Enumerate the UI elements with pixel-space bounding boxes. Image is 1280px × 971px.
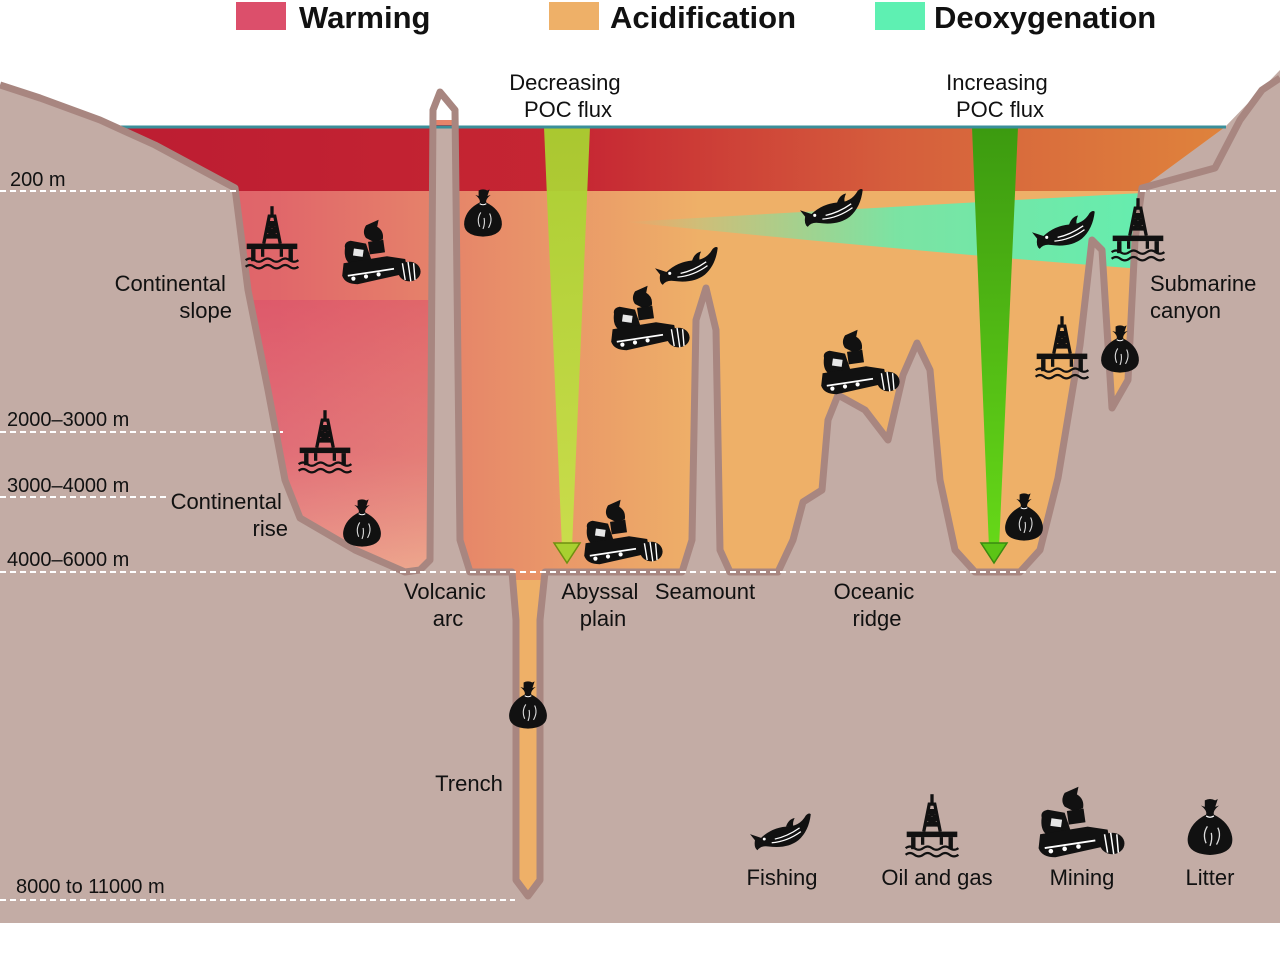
abyssal-plain-label: Abyssal plain — [561, 579, 644, 631]
trench-label: Trench — [435, 771, 503, 796]
decreasing-poc-flux-arrow — [544, 127, 590, 565]
key-label-litter: Litter — [1186, 865, 1235, 890]
seamount-label: Seamount — [655, 579, 755, 604]
legend-swatch-deoxygenation — [875, 2, 925, 30]
key-label-mining: Mining — [1050, 865, 1115, 890]
increasing-poc-flux-label: Increasing POC flux — [946, 70, 1054, 122]
submarine-canyon-label: Submarine canyon — [1150, 271, 1263, 323]
continental-slope-label: Continental slope — [115, 271, 232, 323]
depth-label-200: 200 m — [10, 169, 66, 191]
icon-key: Fishing Oil and gas Mining Litter — [747, 785, 1235, 890]
legend-label-deoxygenation: Deoxygenation — [934, 0, 1156, 35]
legend-label-warming: Warming — [299, 0, 430, 35]
seafloor-outline — [0, 75, 1280, 900]
decreasing-poc-flux-label: Decreasing POC flux — [509, 70, 626, 122]
depth-lines — [0, 190, 1280, 901]
key-label-fishing: Fishing — [747, 865, 818, 890]
depth-label-3000: 3000–4000 m — [7, 475, 129, 497]
legend-label-acidification: Acidification — [610, 0, 796, 35]
key-label-oil-gas: Oil and gas — [881, 865, 992, 890]
legend-swatch-warming — [236, 2, 286, 30]
deoxygenation-zone — [625, 188, 1225, 275]
depth-label-8000: 8000 to 11000 m — [16, 876, 165, 898]
legend: Warming Acidification Deoxygenation — [236, 0, 1156, 35]
volcanic-arc-label: Volcanic arc — [404, 579, 492, 631]
depth-label-2000: 2000–3000 m — [7, 409, 129, 431]
continental-rise-label: Continental rise — [171, 489, 288, 541]
depth-label-4000: 4000–6000 m — [7, 549, 129, 571]
increasing-poc-flux-arrow — [972, 127, 1018, 565]
oceanic-ridge-label: Oceanic ridge — [834, 579, 921, 631]
legend-swatch-acidification — [549, 2, 599, 30]
